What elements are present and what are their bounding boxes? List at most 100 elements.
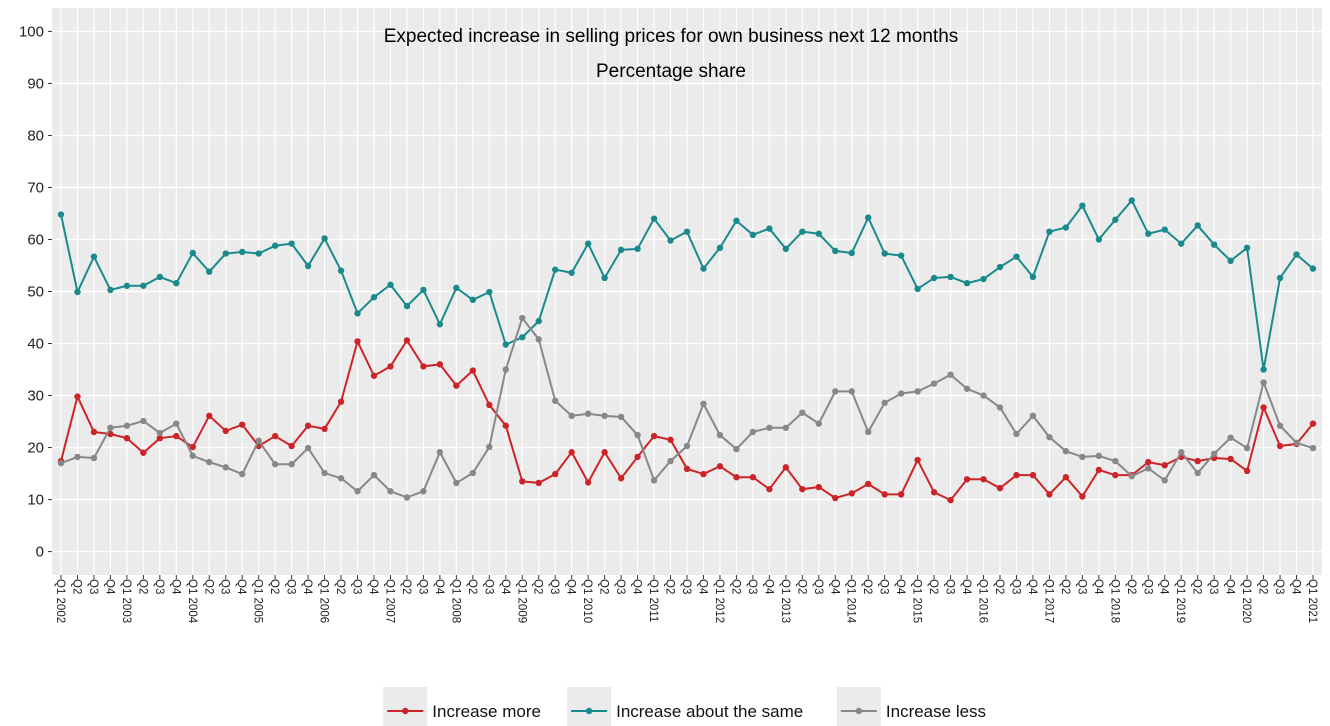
data-point <box>57 459 65 467</box>
x-tick-label: Q2 <box>136 579 148 594</box>
data-point <box>1046 491 1053 498</box>
y-tick-label: 60 <box>27 231 44 248</box>
legend-label: Increase more <box>432 702 541 721</box>
data-point <box>1227 434 1234 441</box>
data-point <box>1161 462 1168 469</box>
data-point <box>930 380 938 387</box>
x-tick-label: Q1 2009 <box>515 579 527 623</box>
x-tick-label: Q4 <box>499 579 511 595</box>
data-point <box>1112 216 1119 223</box>
data-point <box>930 274 938 282</box>
data-point <box>1013 253 1020 260</box>
data-point <box>337 398 345 405</box>
data-point <box>173 279 180 287</box>
data-point <box>1013 471 1020 479</box>
data-point <box>1095 452 1103 460</box>
data-point <box>189 249 196 257</box>
data-point <box>1062 474 1070 481</box>
data-point <box>568 269 575 276</box>
x-tick-label: Q4 <box>235 579 247 595</box>
data-point <box>469 469 477 477</box>
data-point <box>255 437 262 444</box>
data-point <box>1260 404 1267 411</box>
data-point <box>337 267 345 274</box>
data-point <box>304 422 312 429</box>
data-point <box>815 420 822 427</box>
data-point <box>535 336 542 343</box>
data-point <box>1309 420 1317 427</box>
data-point <box>288 461 295 468</box>
data-point <box>617 475 625 482</box>
x-tick-label: Q1 2004 <box>186 579 198 624</box>
x-tick-label: Q2 <box>861 579 873 594</box>
y-tick-label: 80 <box>27 127 44 144</box>
data-point <box>963 279 971 287</box>
legend-label: Increase less <box>886 702 986 721</box>
data-point <box>914 456 921 464</box>
data-point <box>239 248 246 256</box>
data-point <box>815 483 822 491</box>
data-point <box>601 274 608 282</box>
data-point <box>222 464 229 471</box>
data-point <box>387 281 394 288</box>
data-point <box>683 442 691 450</box>
data-point <box>1095 466 1103 474</box>
x-tick-label: Q3 <box>1207 579 1219 594</box>
x-tick-label: Q4 <box>433 579 445 595</box>
data-point <box>914 388 921 395</box>
x-tick-label: Q3 <box>746 579 758 594</box>
data-point <box>865 214 872 221</box>
data-point <box>733 217 740 224</box>
data-point <box>980 392 987 399</box>
x-tick-label: Q4 <box>1224 579 1236 595</box>
x-tick-label: Q1 2015 <box>911 579 923 623</box>
data-point <box>271 432 279 440</box>
data-point <box>584 479 592 486</box>
x-tick-label: Q4 <box>1158 579 1170 595</box>
data-point <box>469 296 477 304</box>
data-point <box>1112 471 1119 479</box>
data-point <box>766 225 773 232</box>
data-point <box>304 444 312 452</box>
data-point <box>617 246 625 254</box>
x-tick-label: Q2 <box>795 579 807 594</box>
x-tick-label: Q3 <box>614 579 626 594</box>
x-tick-label: Q1 2008 <box>449 579 461 623</box>
x-tick-label: Q3 <box>416 579 428 594</box>
x-tick-label: Q2 <box>1125 579 1137 594</box>
data-point <box>189 452 196 460</box>
data-point <box>683 465 691 473</box>
data-point <box>1046 433 1053 441</box>
data-point <box>782 245 790 253</box>
data-point <box>716 244 724 252</box>
data-point <box>1243 444 1251 452</box>
data-point <box>321 425 328 433</box>
data-point <box>519 314 526 322</box>
data-point <box>403 337 411 344</box>
data-point <box>848 388 855 395</box>
data-point <box>667 237 674 244</box>
data-point <box>650 215 658 222</box>
x-tick-label: Q1 2011 <box>647 579 659 622</box>
data-point <box>370 294 378 301</box>
data-point <box>239 421 246 428</box>
data-point <box>123 434 131 442</box>
data-point <box>1145 458 1152 466</box>
data-point <box>1062 447 1070 455</box>
data-point <box>716 431 724 439</box>
data-point <box>1029 273 1037 281</box>
data-point <box>1276 274 1284 282</box>
data-point <box>584 240 592 247</box>
x-tick-label: Q3 <box>944 579 956 594</box>
data-point <box>897 491 905 498</box>
x-tick-label: Q4 <box>960 579 972 595</box>
data-point <box>57 211 65 218</box>
x-tick-label: Q4 <box>103 579 115 595</box>
data-point <box>1145 465 1152 472</box>
data-point <box>980 476 987 483</box>
data-point <box>963 476 971 483</box>
x-tick-label: Q1 2002 <box>54 579 66 623</box>
data-point <box>1029 412 1037 420</box>
data-point <box>996 263 1004 271</box>
